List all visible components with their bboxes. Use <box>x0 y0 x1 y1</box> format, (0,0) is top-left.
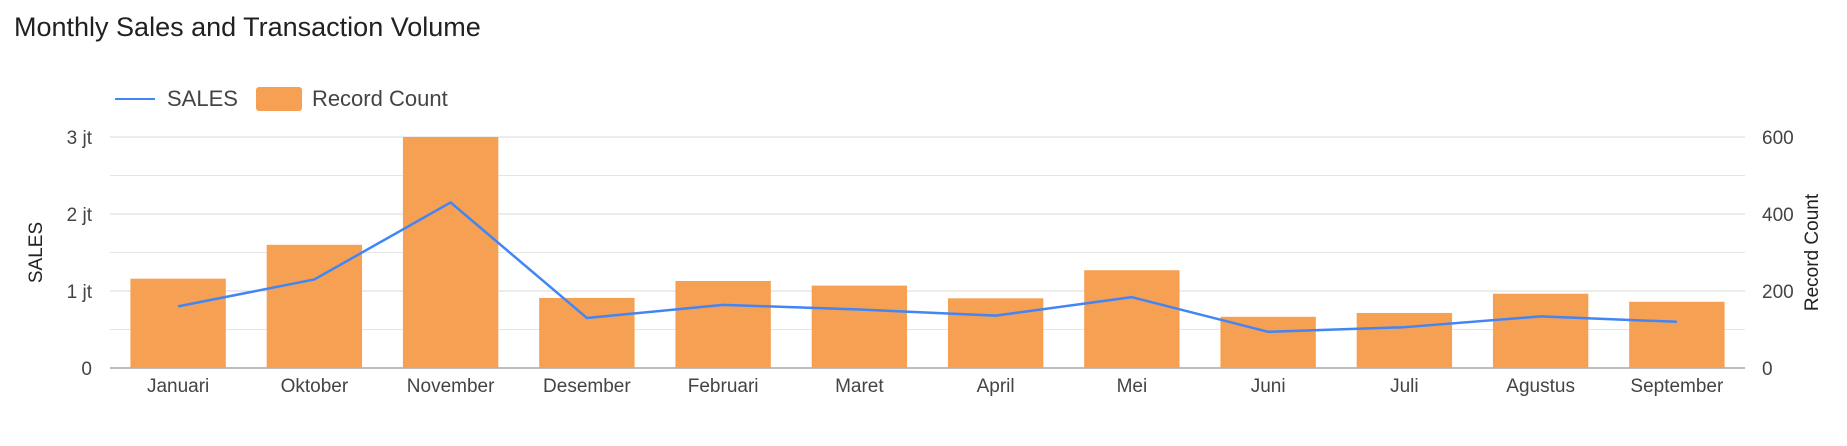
left-tick-label: 1 jt <box>67 282 93 303</box>
chart-legend: SALES Record Count <box>115 84 466 114</box>
bar-desember[interactable] <box>539 297 635 368</box>
legend-item-sales[interactable]: SALES <box>115 86 238 112</box>
x-tick-label: Juni <box>1251 376 1286 397</box>
right-tick-label: 400 <box>1762 205 1794 226</box>
right-tick-label: 600 <box>1762 128 1794 149</box>
chart-title: Monthly Sales and Transaction Volume <box>14 12 481 42</box>
right-axis-title: Record Count <box>1802 193 1823 311</box>
sales-line <box>177 201 1677 334</box>
x-tick-label: September <box>1630 376 1724 397</box>
x-axis-ticks: Januari Oktober November Desember Februari Ma… <box>147 376 1724 397</box>
x-tick-label: Maret <box>835 376 884 397</box>
bar-september[interactable] <box>1629 301 1725 368</box>
gridlines <box>110 136 1745 369</box>
x-tick-label: Oktober <box>281 376 349 397</box>
legend-item-record-count[interactable]: Record Count <box>255 86 448 112</box>
sales-line-path[interactable] <box>177 201 1677 334</box>
bar-juli[interactable] <box>1356 312 1453 368</box>
x-tick-label: Februari <box>688 376 759 397</box>
bar-juni[interactable] <box>1220 316 1316 368</box>
left-tick-label: 0 <box>81 359 92 380</box>
legend-label-sales: SALES <box>167 86 238 111</box>
left-tick-label: 2 jt <box>67 205 93 226</box>
bar-januari[interactable] <box>130 278 226 368</box>
bar-februari[interactable] <box>675 280 771 368</box>
legend-line-swatch <box>115 98 155 100</box>
right-axis-ticks: 0 200 400 600 <box>1762 128 1794 380</box>
bar-oktober[interactable] <box>266 244 363 368</box>
x-tick-label: April <box>977 376 1015 397</box>
right-tick-label: 0 <box>1762 359 1773 380</box>
bar-november[interactable] <box>402 137 499 368</box>
bar-mei[interactable] <box>1084 270 1180 368</box>
left-axis-ticks: 0 1 jt 2 jt 3 jt <box>67 128 93 380</box>
x-tick-label: Juli <box>1390 376 1419 397</box>
bar-maret[interactable] <box>811 285 908 368</box>
x-tick-label: Mei <box>1117 376 1148 397</box>
x-tick-label: November <box>407 376 495 397</box>
x-tick-label: Agustus <box>1506 376 1575 397</box>
record-count-bars <box>130 137 1725 368</box>
legend-bar-swatch <box>255 87 302 111</box>
bar-agustus[interactable] <box>1492 293 1589 368</box>
left-axis-title: SALES <box>26 222 47 283</box>
right-tick-label: 200 <box>1762 282 1794 303</box>
bar-april[interactable] <box>947 298 1044 368</box>
legend-label-record-count: Record Count <box>311 86 448 111</box>
left-tick-label: 3 jt <box>67 128 93 149</box>
x-tick-label: Desember <box>543 376 631 397</box>
x-tick-label: Januari <box>147 376 209 397</box>
